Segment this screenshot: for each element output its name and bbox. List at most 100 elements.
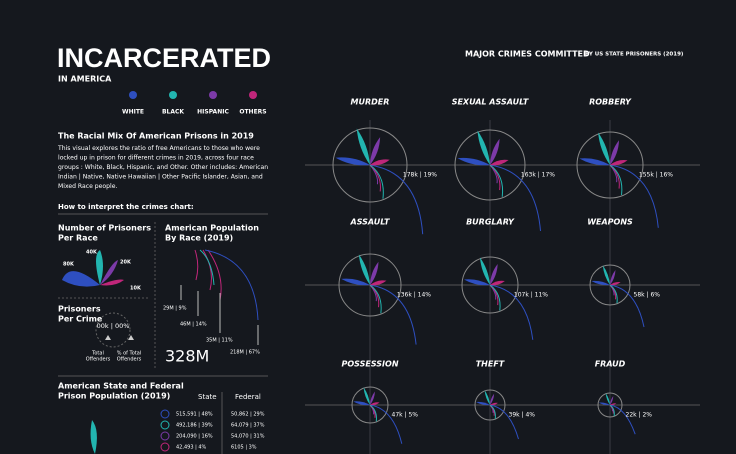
petal [353,401,370,406]
petal [370,261,379,285]
stem [489,404,496,419]
crime-label: 39k | 4% [509,412,536,419]
population-label: 218M | 67% [230,350,260,356]
tail [609,404,636,435]
guide-heading: How to interpret the crimes chart: [58,203,194,211]
crime-circle [461,256,519,314]
guide-title: Prisoners [58,305,101,314]
petal [591,280,610,286]
intro-line: groups : White, Black, Hispanic, and Oth… [58,164,268,171]
crime-name: ROBBERY [589,98,632,107]
guide-label: 40K [86,250,98,256]
stem [489,164,504,197]
petal [476,401,490,406]
tail [609,284,645,328]
row-marker [160,431,170,441]
petal [335,157,370,166]
crime-name: MURDER [351,98,390,107]
guide-label: 00k | 00% [97,322,130,330]
decor [58,213,268,454]
table-cell: 64,079 | 37% [231,423,265,429]
crime-circle [597,392,623,418]
guide-label: 20K [120,260,132,266]
tail [369,404,403,444]
petal [610,140,620,165]
crime-circle [474,389,506,421]
crime-name: ASSAULT [350,218,391,227]
crime-circle [454,129,526,201]
petal [490,280,505,286]
table-cell: 42,493 | 4% [176,445,207,451]
guide-title: By Race (2019) [165,234,233,243]
legend-label: WHITE [122,109,144,116]
tail [489,164,541,232]
stem [369,404,377,422]
crime-label: 136k | 14% [397,292,431,299]
population-label: 46M | 14% [180,322,207,328]
intro-line: locked up in prison for different crimes… [58,155,254,162]
row-marker [160,442,170,452]
crime-circle [351,386,389,424]
crimes-title: MAJOR CRIMES COMMITTED [465,50,590,59]
petal [370,137,381,165]
petal [463,279,490,286]
population-label: 35M | 11% [206,338,233,344]
petal [457,157,490,166]
petal [490,138,500,165]
guide-note: Total [91,351,104,357]
petal [490,263,498,285]
petal [490,402,498,406]
crime-circle [589,264,631,306]
crime-label: 47k | 5% [392,412,419,419]
petal [370,159,390,166]
stem [609,284,618,304]
intro-line: Indian | Native, Native Hawaiian | Other… [58,174,263,181]
guide-title: Per Race [58,234,98,243]
petal [370,402,380,406]
stem [369,164,384,199]
petal [579,158,610,166]
intro-line: This visual explores the ratio of free A… [57,145,260,152]
petal [370,280,387,286]
intro-heading: The Racial Mix Of American Prisons in 20… [58,132,254,141]
table-title: Prison Population (2019) [58,392,170,401]
tail [489,284,534,340]
guide-title: Per Crime [58,315,103,324]
guide-title: Number of Prisoners [58,224,151,233]
guide-title: American Population [165,224,259,233]
crime-label: 58k | 6% [634,292,661,299]
crime-name: THEFT [476,360,505,369]
guide-note: % of Total [117,351,141,357]
tail [369,164,424,235]
row-marker [160,409,170,419]
guide-label: 80K [63,262,75,268]
petal [490,393,495,405]
population-label: 29M | 9% [163,306,187,312]
petal [605,393,610,405]
table-title: American State and Federal [58,382,184,391]
legend-label: OTHERS [239,109,266,116]
legend-dot [129,91,137,99]
stem [369,284,382,314]
petal [610,160,628,166]
guide-label: 10K [130,286,142,292]
tail [369,284,417,345]
table-header: Federal [235,393,261,401]
legend-label: HISPANIC [197,109,229,116]
table-cell: 204,090 | 16% [176,434,213,440]
petal [477,130,490,165]
petal [598,402,610,406]
crime-label: 163k | 17% [521,172,555,179]
tail [489,404,519,440]
petal [610,269,616,285]
legend-dot [169,91,177,99]
petal [598,132,610,165]
crimes-subtitle: BY US STATE PRISONERS (2019) [585,52,684,58]
subtitle: IN AMERICA [58,75,112,84]
petal [479,257,490,285]
petal [370,391,375,405]
crimes-grid [305,120,700,454]
crime-circle [576,131,644,199]
petal [341,278,370,286]
